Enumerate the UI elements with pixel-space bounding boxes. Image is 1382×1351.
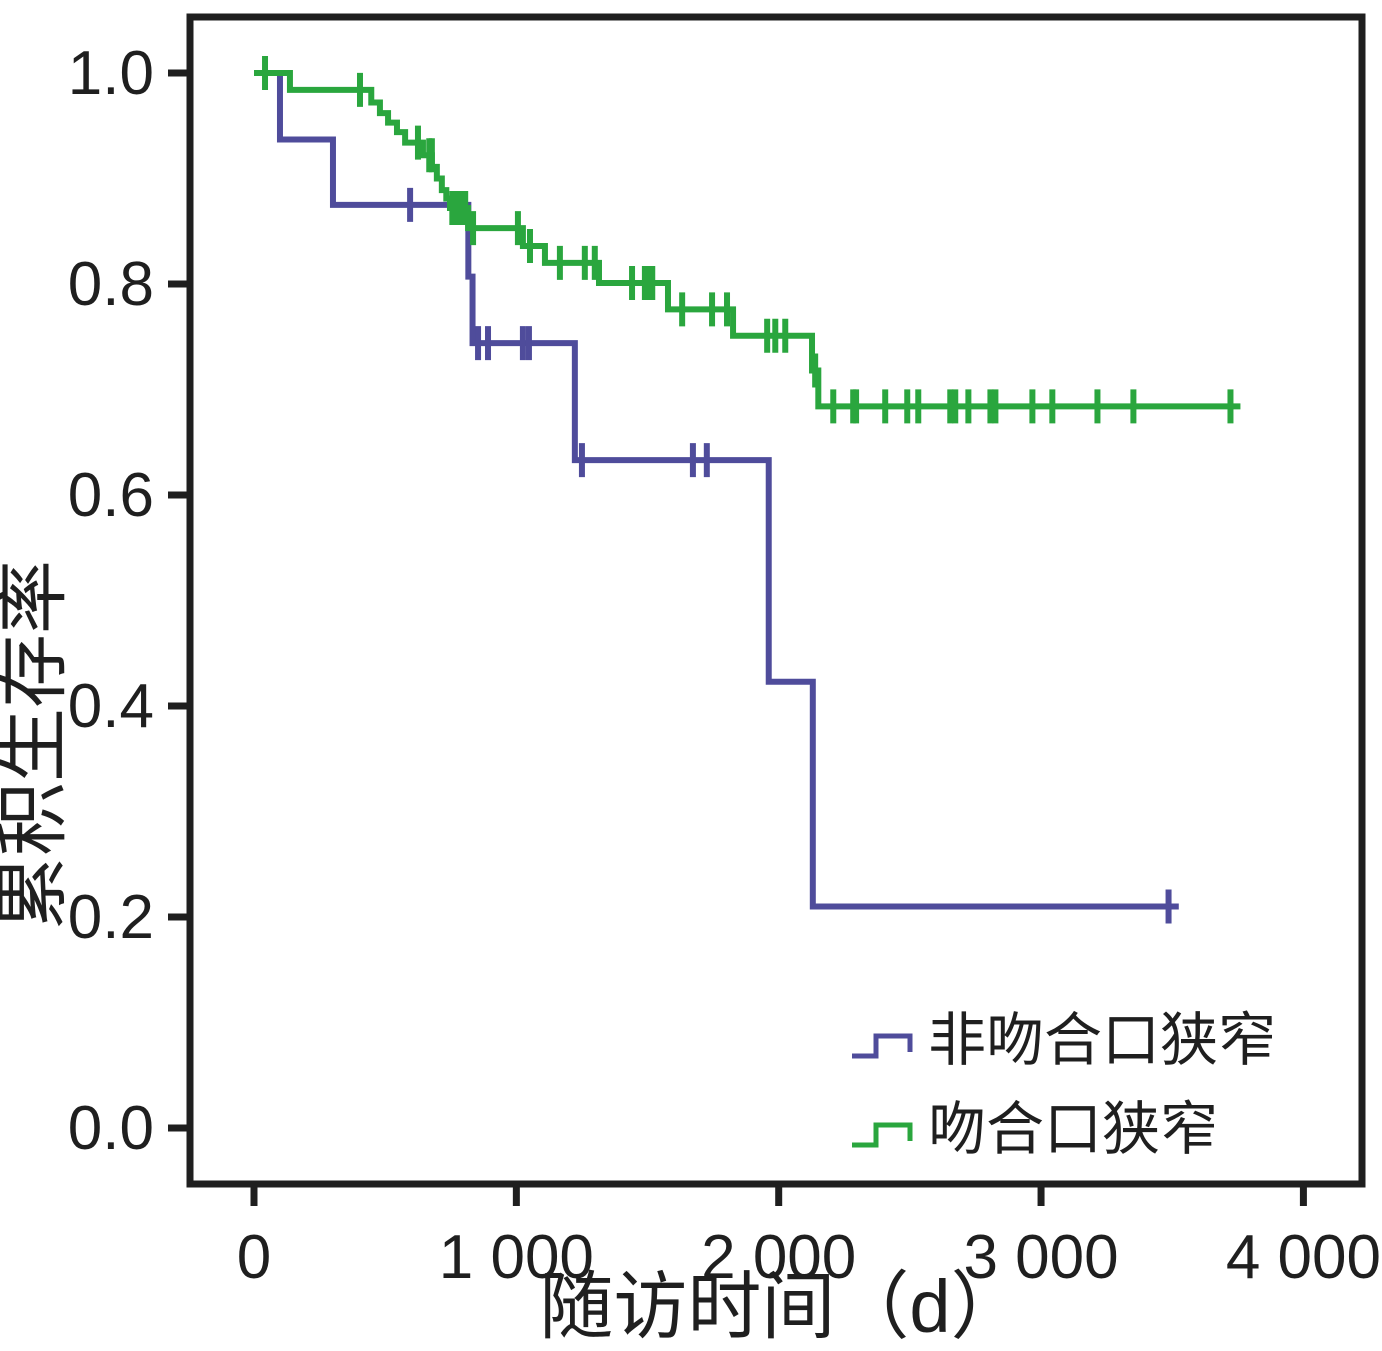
x-tick-label: 1 000 (439, 1223, 594, 1292)
x-tick-label: 2 000 (701, 1223, 856, 1292)
x-tick-label: 3 000 (963, 1223, 1118, 1292)
x-tick-label: 0 (237, 1223, 271, 1292)
y-tick-label: 0.2 (68, 883, 154, 952)
y-axis-title: 累积生存率 (0, 560, 74, 930)
plot-generated-layer: 1.0 0.8 0.6 0.4 0.2 0.0 0 1 000 2 000 3 000 4 000 (68, 13, 1381, 1292)
x-tick-label: 4 000 (1226, 1223, 1381, 1292)
survival-curve-1 (254, 70, 1241, 410)
y-tick-label: 0.0 (68, 1094, 154, 1163)
legend-label-non-anastomotic: 非吻合口狭窄 (928, 1008, 1276, 1073)
x-axis-title: 随访时间（d） (539, 1265, 1024, 1348)
legend-symbol-non-anastomotic (852, 1033, 913, 1059)
survival-curve-0 (254, 70, 1179, 910)
y-tick-label: 1.0 (68, 39, 154, 108)
legend-symbol-anastomotic (852, 1122, 913, 1148)
y-tick-label: 0.8 (68, 250, 154, 319)
legend: 非吻合口狭窄 吻合口狭窄 (852, 1008, 1276, 1162)
legend-label-anastomotic: 吻合口狭窄 (928, 1097, 1218, 1162)
y-tick-label: 0.4 (68, 672, 154, 741)
y-tick-label: 0.6 (68, 461, 154, 530)
